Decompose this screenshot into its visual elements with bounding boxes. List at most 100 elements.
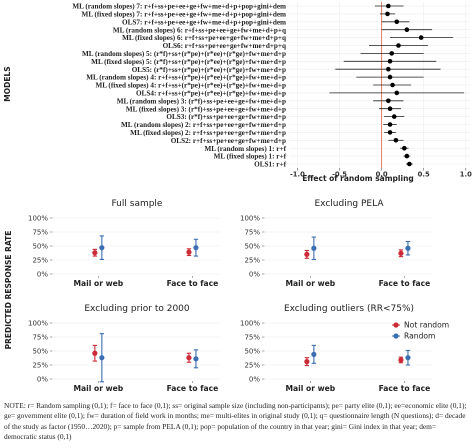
panel-y-tick-label: 100% bbox=[28, 319, 48, 327]
panel-y-tick-label: 25% bbox=[244, 256, 260, 264]
forest-x-tick-label: -1.0 bbox=[290, 171, 305, 179]
forest-point bbox=[386, 3, 391, 9]
forest-model-label: ML (random slopes) 1: r+f bbox=[204, 145, 286, 153]
forest-point bbox=[387, 106, 393, 111]
forest-model-label: ML (random slopes) 7: r+f+ss+pe+ee+ge+fw… bbox=[72, 3, 286, 11]
forest-y-axis-title: MODELS bbox=[3, 66, 12, 101]
forest-point bbox=[394, 19, 400, 25]
forest-model-label: ML (fixed slopes) 7: r+f+ss+pe+ee+ge+fw+… bbox=[82, 11, 286, 19]
forest-point bbox=[404, 153, 410, 159]
forest-point bbox=[390, 82, 395, 88]
forest-model-label: OLS2: r+f+ss+pe+ee+ge+fw+me+d+p bbox=[171, 137, 286, 145]
panel-y-tick-label: 50% bbox=[32, 242, 48, 250]
forest-point bbox=[386, 66, 391, 72]
forest-model-label: ML (fixed slopes) 5: (r*f)+ss+(r*pe)+(r*… bbox=[91, 58, 286, 66]
legend-label: Random bbox=[404, 332, 435, 341]
panel-x-tick-label: Face to face bbox=[167, 384, 219, 393]
panel-x-tick-label: Mail or web bbox=[285, 279, 335, 288]
panel-y-tick-label: 25% bbox=[32, 361, 48, 369]
estimate-point bbox=[311, 245, 317, 251]
estimate-point bbox=[186, 355, 192, 361]
legend: Not random Random bbox=[392, 321, 449, 341]
estimate-point bbox=[304, 251, 310, 257]
panel-title: Excluding prior to 2000 bbox=[84, 304, 190, 314]
panel-y-tick-label: 100% bbox=[240, 319, 260, 327]
panel-x-tick-label: Mail or web bbox=[73, 279, 123, 288]
estimate-point bbox=[405, 355, 411, 361]
estimate-point bbox=[193, 245, 199, 251]
panel-y-tick-label: 75% bbox=[244, 333, 260, 341]
panel-y-tick-label: 0% bbox=[37, 270, 48, 278]
panel-y-tick-label: 75% bbox=[32, 228, 48, 236]
forest-model-label: ML (random slopes) 4: r+f+ss+(r*pe)+(r*e… bbox=[86, 74, 286, 82]
panel-x-tick-label: Face to face bbox=[167, 279, 219, 288]
estimate-point bbox=[304, 359, 310, 365]
forest-model-labels: ML (random slopes) 7: r+f+ss+pe+ee+ge+fw… bbox=[72, 3, 286, 169]
estimate-point bbox=[99, 245, 105, 251]
response-panel: Excluding PELA 0% 25% 50% 75% 100% Mail or web… bbox=[240, 199, 433, 288]
forest-point bbox=[387, 74, 393, 80]
panel-y-tick-label: 50% bbox=[244, 242, 260, 250]
estimate-point bbox=[186, 249, 192, 255]
forest-model-label: ML (random slopes) 5: (r*f)+ss+(r*pe)+(r… bbox=[82, 50, 286, 58]
forest-model-label: ML (random slopes) 2: r+f+ss+pe+ee+ge+fw… bbox=[121, 121, 286, 129]
forest-point bbox=[385, 11, 390, 17]
forest-point bbox=[387, 122, 393, 127]
forest-x-ticks: -1.0 -0.5 0.0 0.5 1.0 bbox=[290, 168, 472, 179]
forest-model-label: ML (random slopes) 6: r+f+ss+pe+ee+ge+fw… bbox=[113, 26, 286, 34]
forest-point bbox=[418, 35, 424, 40]
forest-model-label: OLS4: r+f+ss+(r*pe)+(r*ee)+(r*ge)+fw+me+… bbox=[136, 90, 286, 98]
forest-point bbox=[387, 130, 393, 135]
forest-model-label: ML (fixed slopes) 6: r+f+ss+pe+ee+ge+fw+… bbox=[122, 34, 286, 42]
estimate-point bbox=[398, 357, 404, 363]
forest-model-label: OLS7: r+f+ss+pe+ee+ge+fw+me+d+p+pop+gini… bbox=[122, 18, 286, 26]
panel-y-tick-label: 0% bbox=[249, 375, 260, 383]
estimate-point bbox=[398, 250, 404, 256]
response-rate-panels: Full sample 0% 25% 50% 75% 100% Mail or web Fac… bbox=[28, 199, 433, 393]
panel-x-tick-label: Mail or web bbox=[73, 384, 123, 393]
panel-y-tick-label: 50% bbox=[32, 347, 48, 355]
forest-x-tick-label: 1.0 bbox=[460, 171, 472, 179]
forest-x-tick-label: 0.0 bbox=[376, 171, 388, 179]
legend-key-dot bbox=[393, 333, 399, 339]
forest-model-label: ML (fixed slopes) 2: r+f+ss+pe+ee+ge+fw+… bbox=[130, 129, 286, 137]
forest-point bbox=[387, 59, 393, 64]
footnote: NOTE: r= Random sampling (0,1); f= face … bbox=[4, 401, 467, 441]
estimate-point bbox=[311, 351, 317, 357]
forest-model-label: ML (fixed slopes) 4: r+f+ss+(r*pe)+(r*ee… bbox=[95, 82, 286, 90]
forest-plot: ML (random slopes) 7: r+f+ss+pe+ee+ge+fw… bbox=[3, 2, 472, 183]
panel-y-tick-label: 0% bbox=[37, 375, 48, 383]
forest-point bbox=[389, 51, 395, 56]
panel-y-tick-label: 25% bbox=[32, 256, 48, 264]
response-panel: Full sample 0% 25% 50% 75% 100% Mail or web Fac… bbox=[28, 199, 221, 288]
legend-label: Not random bbox=[404, 321, 449, 330]
forest-model-label: OLS5: (r*f)+ss+(r*pe)+(r*ee)+(r*ge)+fw+m… bbox=[132, 66, 286, 74]
panel-y-tick-label: 0% bbox=[249, 270, 260, 278]
forest-model-label: ML (random slopes) 3: (r*f)+ss+pe+ee+ge+… bbox=[117, 97, 286, 105]
forest-marks bbox=[329, 3, 465, 167]
panel-y-tick-label: 25% bbox=[244, 361, 260, 369]
forest-model-label: OLS3: (r*f)+ss+pe+ee+ge+fw+me+d+p bbox=[166, 113, 286, 121]
forest-x-axis-title: Effect of random sampling bbox=[302, 174, 414, 183]
forest-model-label: ML (fixed slopes) 3: (r*f)+ss+pe+ee+ge+f… bbox=[126, 105, 286, 113]
forest-x-tick-label: -0.5 bbox=[332, 171, 347, 179]
forest-point bbox=[407, 161, 412, 167]
panels-y-axis-title: PREDICTED RESPONSE RATE bbox=[4, 231, 13, 350]
estimate-point bbox=[99, 355, 105, 361]
panel-title: Excluding PELA bbox=[315, 199, 385, 209]
panel-y-tick-label: 75% bbox=[32, 333, 48, 341]
estimate-point bbox=[92, 350, 98, 356]
forest-point bbox=[393, 138, 399, 143]
panel-y-tick-label: 75% bbox=[244, 228, 260, 236]
forest-model-label: OLS6: r+f+ss+pe+ee+ge+fw+me+d+p+q bbox=[163, 42, 286, 50]
forest-x-tick-label: 0.5 bbox=[418, 171, 430, 179]
panel-y-tick-label: 100% bbox=[240, 214, 260, 222]
response-panel: Excluding prior to 2000 0% 25% 50% 75% 100% Ma… bbox=[28, 304, 221, 393]
estimate-point bbox=[405, 245, 411, 251]
panel-title: Excluding outliers (RR<75%) bbox=[284, 304, 414, 314]
estimate-point bbox=[193, 356, 199, 362]
forest-point bbox=[402, 145, 407, 151]
forest-model-label: ML (fixed slopes) 1: r+f bbox=[214, 153, 287, 161]
response-panel: Excluding outliers (RR<75%) 0% 25% 50% 75% 10… bbox=[240, 304, 433, 393]
